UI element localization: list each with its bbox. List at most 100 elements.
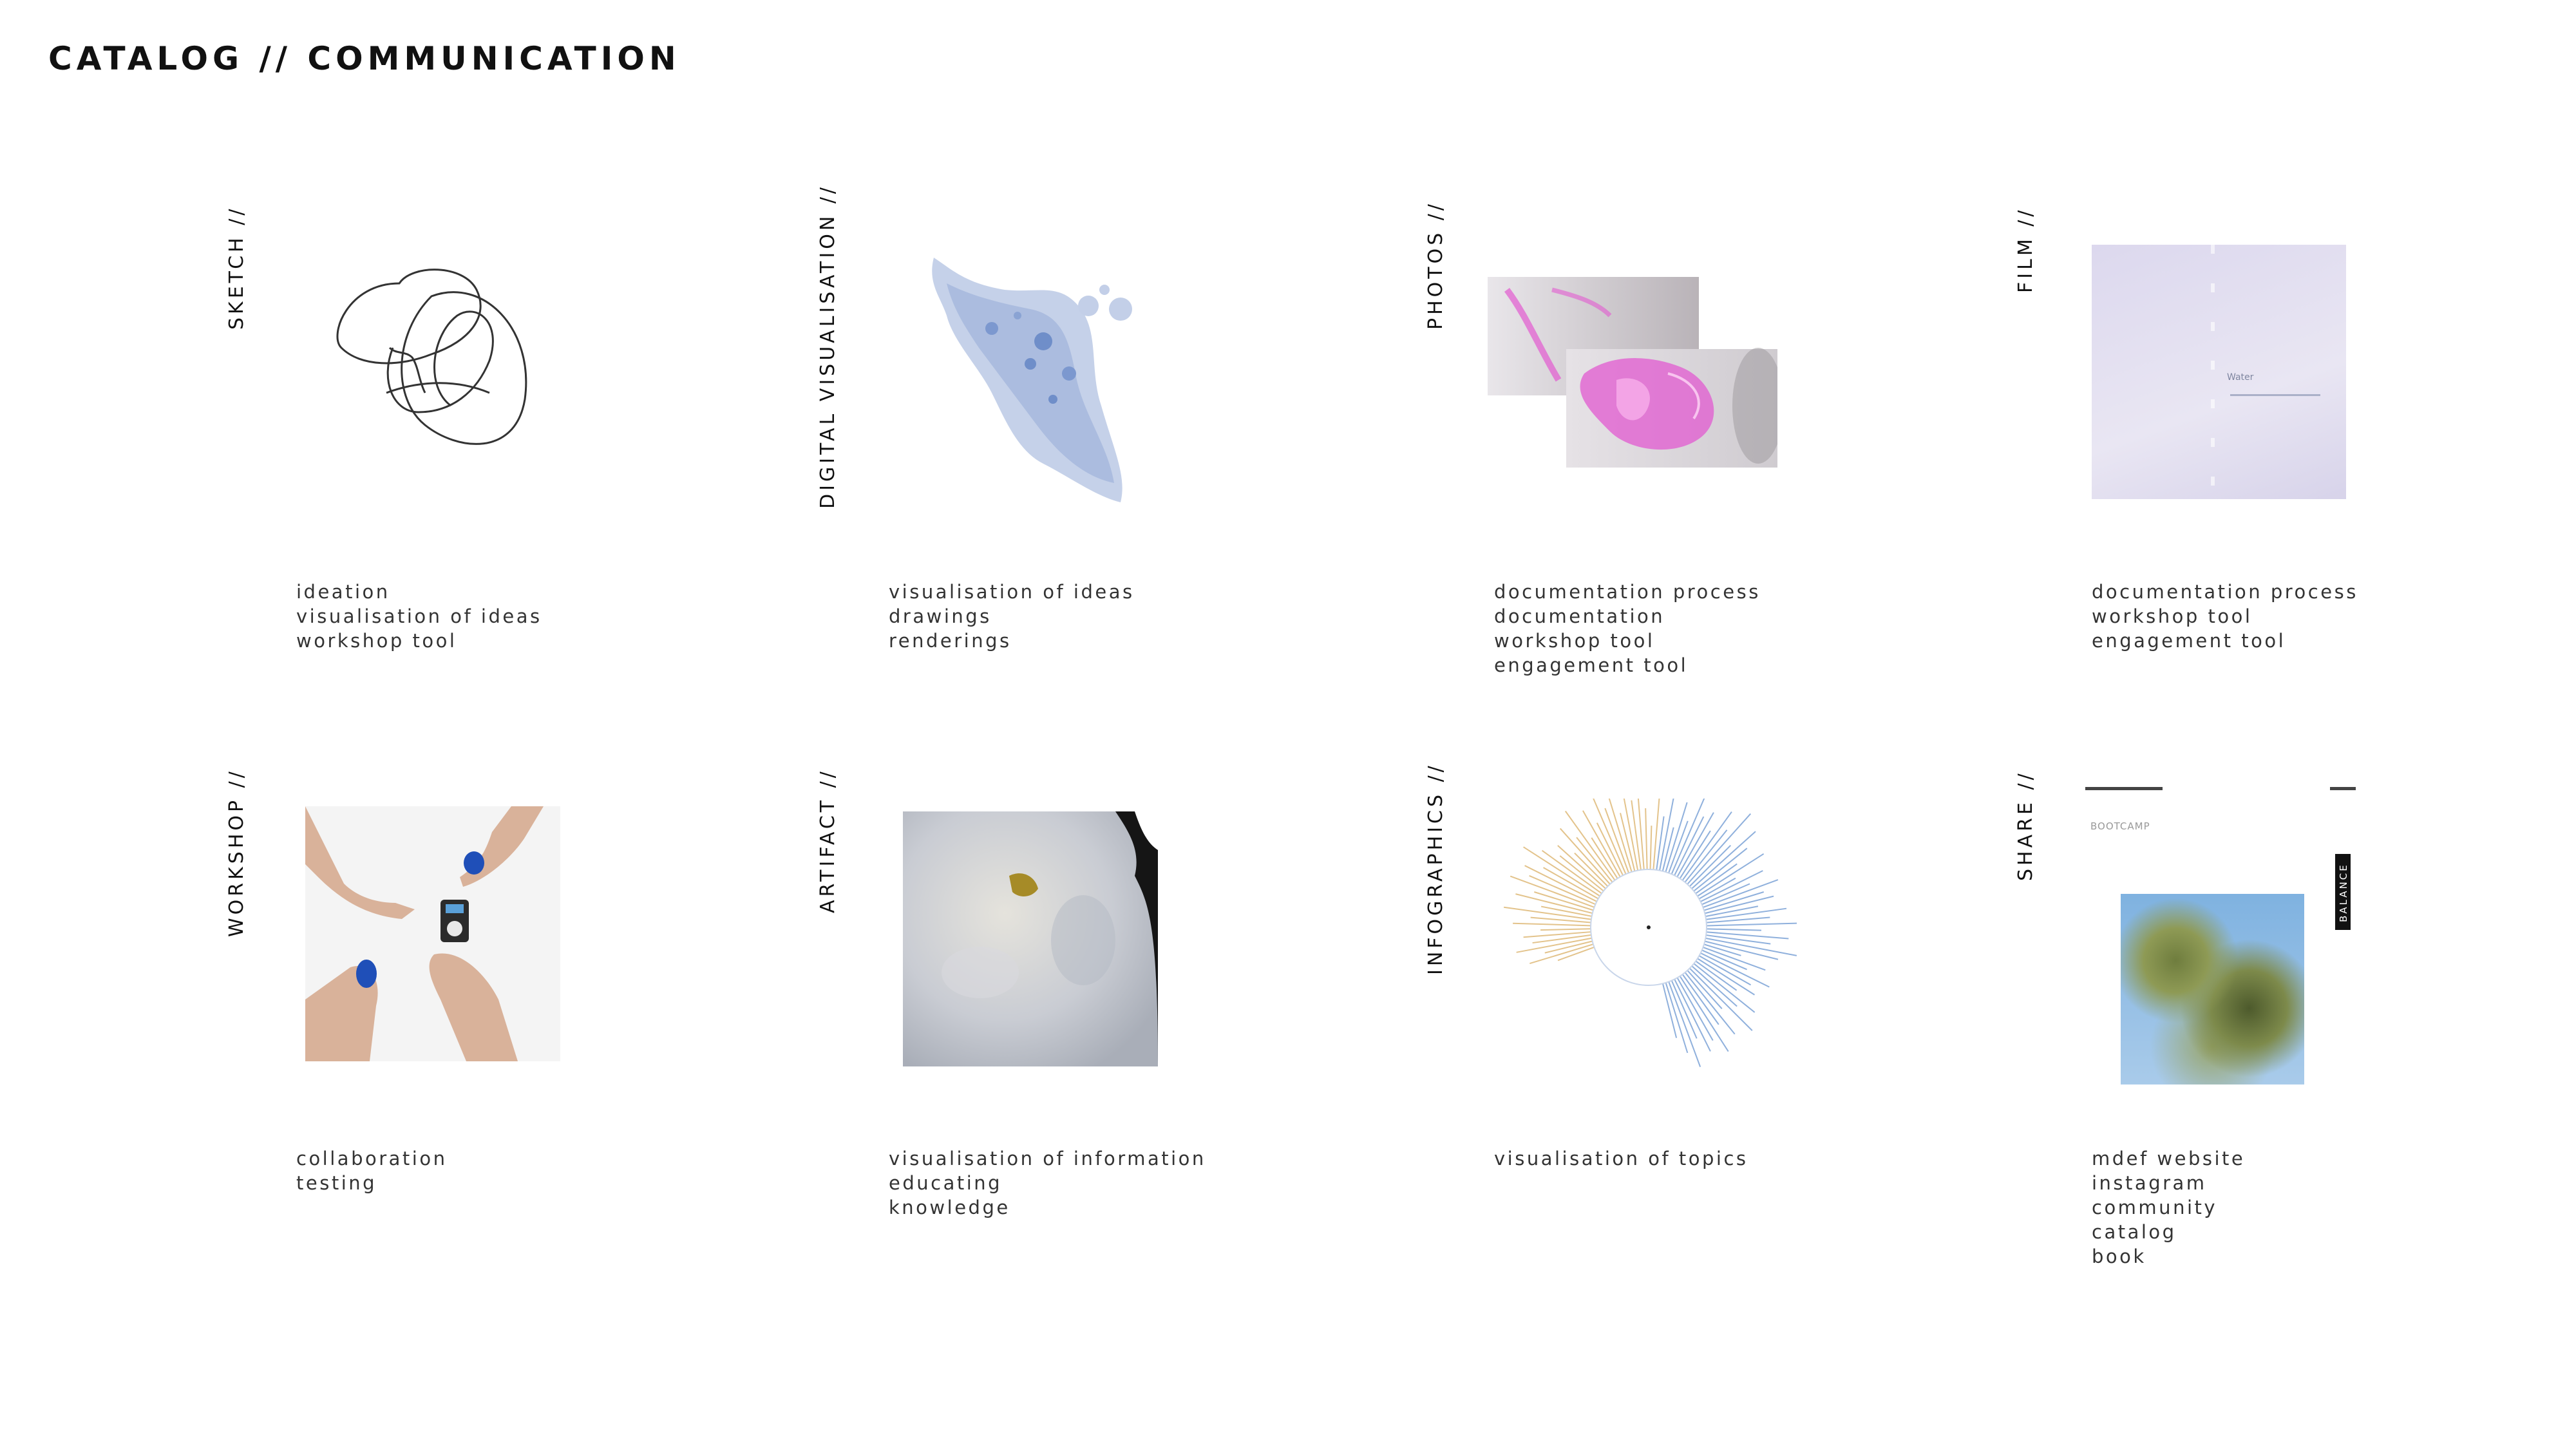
category-description: ideation visualisation of ideas workshop… [296,580,542,653]
infographic-ray [1693,963,1756,1013]
page-title: CATALOG // COMMUNICATION [48,40,681,77]
description-item: visualisation of ideas [889,581,1135,603]
infographic-ray [1681,811,1732,881]
infographic-ray [1701,949,1747,971]
description-item: documentation process [2092,581,2358,603]
infographic-ray [1653,799,1660,870]
category-label: SHARE // [2014,770,2037,881]
description-item: documentation process [1494,581,1761,603]
category-label: PHOTOS // [1425,201,1447,330]
description-item: engagement tool [1494,654,1689,676]
infographic-ray [1703,879,1779,908]
category-description: collaboration testing [296,1146,447,1195]
infographic-ray [1679,976,1729,1052]
infographic-ray [1705,937,1797,956]
infographic-ray [1656,816,1665,870]
infographic-ray [1530,943,1594,965]
infographic-ray [1695,863,1738,895]
infographic-ray [1698,955,1752,986]
infographic-ray [1557,946,1595,961]
infographic-ray [1697,958,1755,996]
category-artifact: ARTIFACT // visualisation of information… [0,0,1204,1218]
infographic-ray [1515,893,1593,914]
infographic-ray [1706,928,1761,931]
category-description: documentation process workshop tool enga… [2092,580,2358,653]
infographic-ray [1510,875,1595,908]
category-share: SHARE // BOOTCAMP BALANCE mdef website i… [0,0,2362,1267]
infographic-ray [1631,800,1642,870]
infographic-ray [1524,865,1597,902]
infographic-ray [1662,827,1674,871]
description-item: documentation [1494,605,1665,627]
sketch-scribble-image [322,245,547,470]
infographic-ray [1659,799,1674,871]
infographic-ring [1590,869,1707,986]
infographic-ray [1698,877,1736,900]
category-description: mdef website instagram community catalog… [2092,1146,2245,1269]
infographic-ray [1674,979,1711,1052]
description-item: engagement tool [2092,630,2286,652]
infographic-ray [1697,853,1765,897]
share-tag: BOOTCAMP [2090,820,2150,832]
infographic-ray [1695,960,1738,991]
infographic-ray [1620,813,1636,871]
workshop-hands-photo [305,806,560,1061]
category-description: visualisation of ideas drawings renderin… [889,580,1135,653]
infographic-ray [1516,937,1592,953]
category-workshop: WORKSHOP // collaboration testing [0,0,644,1194]
infographic-ray [1665,802,1688,873]
category-label: FILM // [2014,207,2037,293]
description-item: community [2092,1197,2218,1218]
infographic-ray [1700,952,1770,988]
infographic-ray [1691,831,1756,889]
film-still-image: Water [2092,245,2346,499]
infographic-ray [1557,845,1606,889]
infographic-ray [1674,816,1705,876]
infographic-center-dot [1647,925,1651,929]
infographic-ray [1705,905,1759,917]
infographic-ray [1540,928,1591,931]
description-item: testing [296,1172,377,1194]
infographic-ray [1593,799,1627,875]
infographic-ray [1700,870,1763,902]
infographic-ray [1671,799,1705,875]
description-item: knowledge [889,1197,1010,1218]
infographic-ray [1559,828,1611,885]
infographic-ray [1689,845,1731,887]
infographic-ray [1604,808,1630,873]
infographic-ray [1706,934,1771,945]
infographic-ray [1540,905,1592,917]
infographic-ray [1596,822,1624,876]
infographic-ray [1541,849,1602,895]
infographic-ray [1534,891,1594,911]
description-item: visualisation of topics [1494,1148,1748,1170]
infographic-ray [1701,883,1750,905]
infographic-ray [1705,940,1779,960]
description-item: book [2092,1245,2146,1267]
infographic-ray [1564,810,1616,881]
pink-ink-photo [1488,277,1777,470]
description-item: workshop tool [2092,605,2253,627]
infographic-ray [1637,799,1645,870]
infographic-ray [1706,931,1789,940]
category-photos: PHOTOS // documentation process document… [0,0,1777,676]
category-description: visualisation of topics [1494,1146,1748,1171]
category-infographics: INFOGRAPHICS // visualisation of topics [0,0,1797,1170]
infographic-ray [1665,982,1689,1054]
infographic-ray [1668,981,1701,1067]
share-page-image: BOOTCAMP BALANCE [2085,787,2362,1084]
infographic-ray [1676,812,1714,878]
infographic-ray [1544,940,1593,954]
infographic-ray [1523,931,1591,938]
infographic-ray [1530,916,1591,923]
description-item: workshop tool [1494,630,1655,652]
infographic-ray [1706,916,1770,923]
infographic-ray [1671,980,1698,1039]
infographic-ray [1703,943,1741,956]
category-film: FILM // Water documentation process work… [0,0,2356,652]
radial-infographic-image [1488,799,1797,1082]
description-item: educating [889,1172,1003,1194]
description-item: catalog [2092,1221,2177,1243]
infographic-ray [1532,934,1591,944]
infographic-ray [1559,855,1604,892]
